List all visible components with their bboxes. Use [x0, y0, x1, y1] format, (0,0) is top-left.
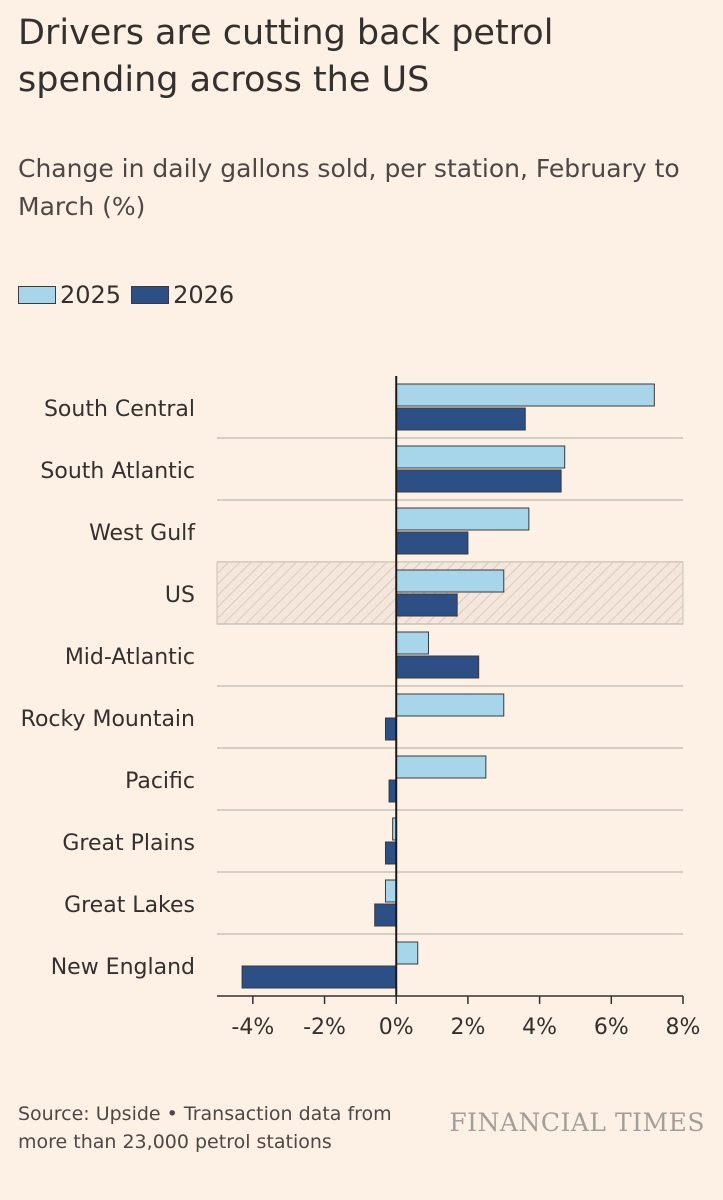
bar-great-plains-2026 — [384, 841, 397, 865]
bar-pacific-2026 — [388, 779, 397, 803]
legend: 2025 2026 — [18, 280, 244, 310]
x-tick-label: -4% — [231, 1015, 274, 1040]
bar-new-england-2026 — [241, 965, 397, 989]
x-tick-label: 0% — [379, 1015, 414, 1040]
bar-pacific-2025 — [395, 755, 487, 779]
bar-west-gulf-2025 — [395, 507, 530, 531]
category-label-new-england: New England — [51, 955, 195, 980]
ft-logo: FINANCIAL TIMES — [449, 1108, 705, 1137]
x-tick-label: 2% — [450, 1015, 485, 1040]
bar-rocky-mountain-2026 — [384, 717, 397, 741]
legend-label-2025: 2025 — [60, 281, 122, 309]
bar-new-england-2025 — [395, 941, 419, 965]
bar-south-atlantic-2026 — [395, 469, 562, 493]
category-label-us: US — [165, 583, 195, 608]
category-label-pacific: Pacific — [125, 769, 195, 794]
bar-west-gulf-2026 — [395, 531, 469, 555]
legend-item-2025: 2025 — [18, 281, 121, 309]
bar-south-central-2025 — [395, 383, 655, 407]
x-tick-label: -2% — [303, 1015, 346, 1040]
bar-great-lakes-2025 — [384, 879, 397, 903]
category-label-rocky-mountain: Rocky Mountain — [21, 707, 195, 732]
x-tick-label: 4% — [522, 1015, 557, 1040]
legend-swatch-2025 — [18, 286, 56, 304]
source-note: Source: Upside • Transaction data from m… — [18, 1103, 392, 1153]
category-label-south-central: South Central — [44, 397, 195, 422]
legend-label-2026: 2026 — [173, 281, 235, 309]
category-label-west-gulf: West Gulf — [89, 521, 196, 546]
bar-us-2025 — [395, 569, 505, 593]
bar-chart: South Central South Atlantic West Gulf US Mi… — [21, 376, 701, 1040]
bar-south-central-2026 — [395, 407, 526, 431]
x-tick-label: 8% — [666, 1015, 701, 1040]
category-label-mid-atlantic: Mid-Atlantic — [65, 645, 195, 670]
chart-subtitle: Change in daily gallons sold, per statio… — [18, 154, 680, 221]
category-label-great-lakes: Great Lakes — [64, 893, 195, 918]
bar-great-lakes-2026 — [374, 903, 397, 927]
chart-title: Drivers are cutting back petrol spending… — [18, 13, 554, 100]
bar-south-atlantic-2025 — [395, 445, 566, 469]
bar-us-2026 — [395, 593, 458, 617]
bar-rocky-mountain-2025 — [395, 693, 505, 717]
bar-mid-atlantic-2026 — [395, 655, 480, 679]
category-label-south-atlantic: South Atlantic — [40, 459, 195, 484]
legend-swatch-2026 — [131, 286, 170, 304]
x-tick-label: 6% — [594, 1015, 629, 1040]
legend-item-2026: 2026 — [131, 281, 234, 309]
bar-mid-atlantic-2025 — [395, 631, 429, 655]
category-label-great-plains: Great Plains — [62, 831, 195, 856]
